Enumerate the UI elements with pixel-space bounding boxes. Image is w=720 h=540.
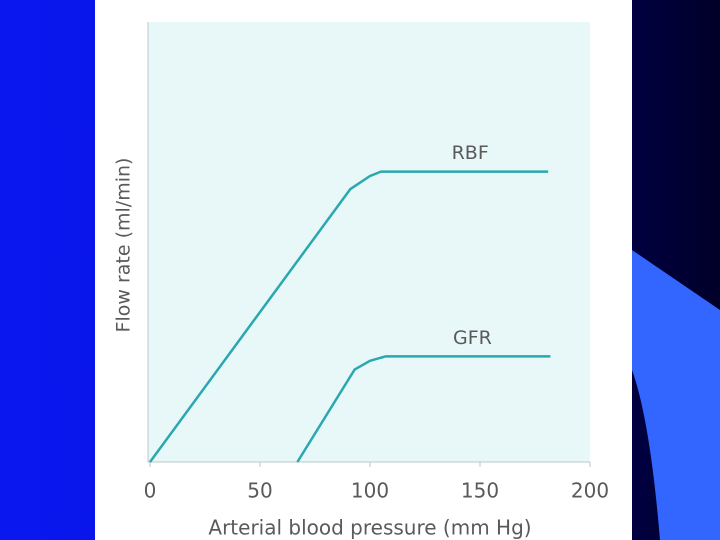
series-label: GFR [453,327,492,349]
y-axis-label: Flow rate (ml/min) [113,158,135,333]
x-tick-label: 50 [247,479,272,503]
series-label: RBF [452,142,489,164]
decor-shape [632,250,720,540]
x-tick-label: 150 [461,479,499,503]
line [296,355,551,463]
line [148,170,549,463]
plot-area [148,22,590,462]
x-tick-label: 100 [351,479,389,503]
x-axis-label: Arterial blood pressure (mm Hg) [208,516,531,540]
x-tick-label: 0 [144,479,157,503]
x-tick-label: 200 [571,479,609,503]
